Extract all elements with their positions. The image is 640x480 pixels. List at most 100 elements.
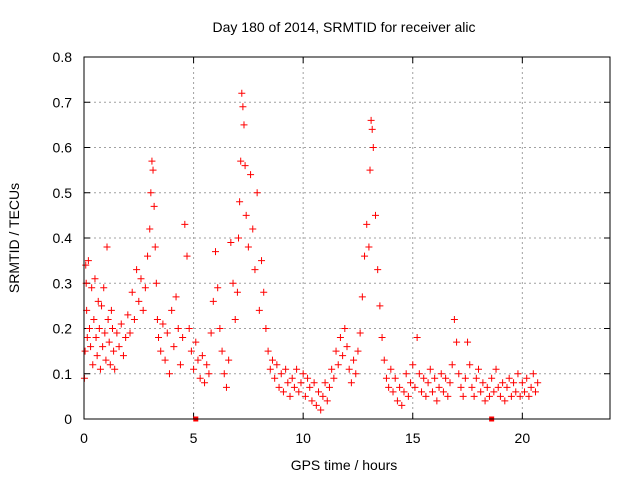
plot-frame [83,56,611,420]
data-point [161,356,169,364]
data-point [455,370,463,378]
data-point [299,370,307,378]
data-point [212,248,219,256]
data-point [183,252,191,260]
data-point [461,374,469,382]
data-point [105,338,113,346]
data-point [229,279,237,287]
data-point [181,220,189,228]
x-tick-label: 15 [405,430,421,446]
y-ticks: 0 0.1 0.2 0.3 0.4 0.5 0.6 0.7 0.8 [53,49,610,427]
data-point [103,243,111,251]
data-point [352,370,360,378]
data-point [315,388,323,396]
data-point [446,379,454,387]
data-point [301,392,309,400]
data-point [488,374,496,382]
data-point [442,374,450,382]
data-point [107,306,115,314]
data-point [371,211,379,219]
data-point [499,379,507,387]
data-point [418,388,426,396]
data-point [312,401,320,409]
data-point [472,374,480,382]
data-point [241,162,249,170]
data-point [345,365,353,373]
data-point [521,388,529,396]
data-point [343,343,351,351]
data-point [374,266,382,274]
data-point [89,361,97,369]
data-point [273,361,281,369]
data-point [179,334,187,342]
data-point [205,370,213,378]
data-point [413,334,421,342]
data-point [380,356,388,364]
data-point [268,356,276,364]
data-point [214,284,222,292]
data-point [218,347,226,355]
data-point [323,397,331,405]
data-point [227,239,235,247]
data-point [159,320,167,328]
data-point [190,365,198,373]
data-point [503,383,511,391]
data-point [133,266,141,274]
data-point [88,284,96,292]
data-point [225,356,233,364]
data-point [470,392,478,400]
data-point [124,311,132,319]
data-point [368,125,376,133]
data-point [115,343,123,351]
data-point [319,392,327,400]
data-point [242,211,250,219]
data-point [347,379,355,387]
data-point [485,392,493,400]
data-point [163,329,171,337]
data-point [295,388,303,396]
data-point [139,306,147,314]
data-point [82,261,90,269]
data-point [514,370,522,378]
data-point [144,252,152,260]
data-point [350,356,358,364]
data-point [361,252,369,260]
data-point [185,325,193,332]
data-point [407,379,415,387]
data-point [231,315,239,323]
data-point [216,325,224,332]
data-point [170,343,178,351]
data-point [297,379,305,387]
data-point [81,347,89,355]
data-point [479,379,487,387]
x-ticks: 0 5 10 15 20 [80,57,530,446]
data-point [83,334,91,342]
data-point [481,397,489,405]
data-point [420,374,428,382]
data-point [277,370,285,378]
data-point [233,288,241,296]
data-point [249,225,257,233]
data-point [187,347,195,355]
data-point [518,379,526,387]
y-tick-label: 0.7 [53,94,73,110]
y-tick-label: 0 [64,411,72,427]
y-tick-label: 0.5 [53,185,73,201]
data-point [87,343,95,351]
data-point [428,388,436,396]
data-point [341,325,349,332]
data-point [85,325,93,332]
data-point [151,243,159,251]
data-point [475,365,482,373]
y-tick-label: 0.2 [53,321,73,337]
data-point [437,370,445,378]
data-point [365,243,373,251]
data-point [286,392,294,400]
data-point [505,374,513,382]
data-point [376,302,384,310]
data-point [244,243,252,251]
data-point [424,379,432,387]
data-point [165,370,173,378]
y-tick-label: 0.3 [53,275,73,291]
